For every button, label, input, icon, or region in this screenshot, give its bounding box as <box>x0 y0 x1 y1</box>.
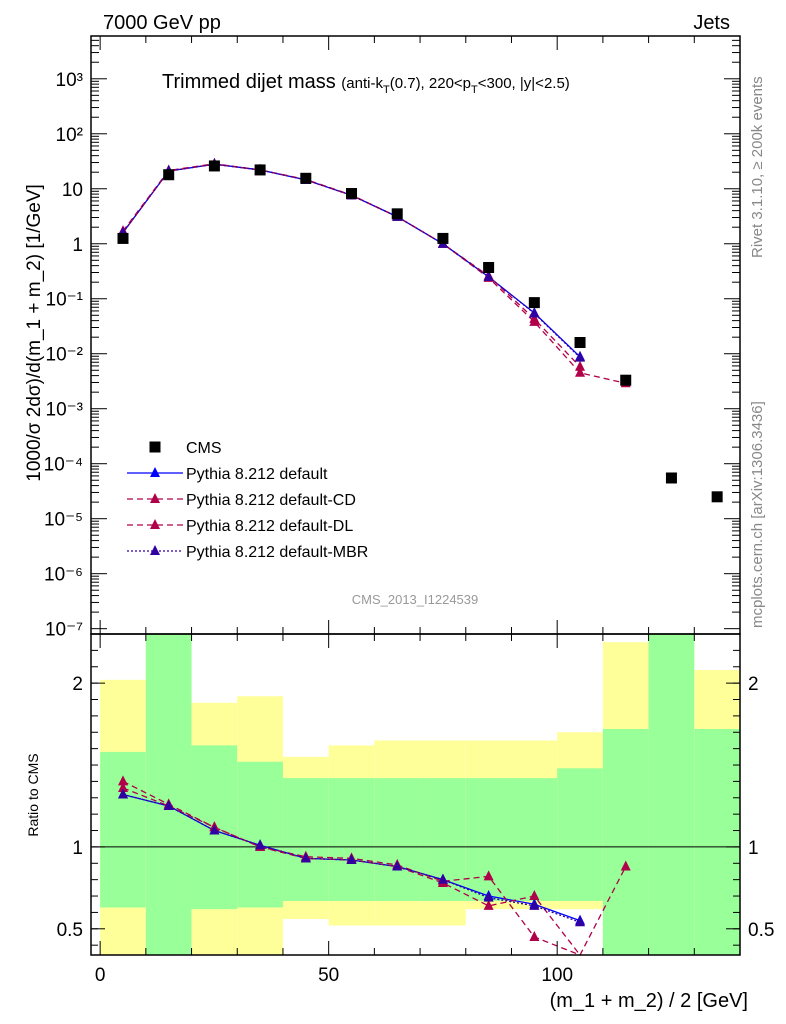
cms-data-point <box>117 232 129 244</box>
band-inner-bin <box>100 751 146 908</box>
legend-entry: Pythia 8.212 default-DL <box>186 518 353 535</box>
band-inner-bin <box>328 778 375 901</box>
main-y-label: 1000/σ 2dσ)/d(m_1 + m_2) [1/GeV] <box>24 184 45 482</box>
side-label-top: Rivet 3.1.10, ≥ 200k events <box>749 76 766 258</box>
mc-point <box>575 351 586 362</box>
legend: CMS Pythia 8.212 default Pythia 8.212 defa… <box>127 440 368 561</box>
main-y-tick-label: 10² <box>56 125 83 146</box>
main-panel: 10⁻⁷ 10⁻⁶ 10⁻⁵ 10⁻⁴ 10⁻³ 10⁻² 10⁻¹ 1 10 10² 10³ <box>44 35 741 641</box>
ratio-point <box>529 930 540 941</box>
ratio-point <box>163 799 174 810</box>
main-y-tick-label: 10⁻⁷ <box>45 620 83 641</box>
ratio-point <box>209 824 220 835</box>
band-inner-bin <box>465 778 512 901</box>
main-y-tick-label: 10⁻⁶ <box>44 565 83 586</box>
ratio-y-tick-label: 2 <box>72 674 83 695</box>
band-inner-bin <box>648 634 695 955</box>
main-y-tick-label: 1 <box>72 235 83 256</box>
legend-entry: Pythia 8.212 default-MBR <box>186 544 368 561</box>
mc-point <box>575 366 586 377</box>
ratio-y-tick-label: 1 <box>748 838 759 859</box>
mc-series-line <box>122 163 626 384</box>
header-right: Jets <box>693 12 730 34</box>
cms-data-point <box>254 164 266 176</box>
main-y-tick-label: 10⁻¹ <box>46 290 84 311</box>
ratio-point <box>437 873 448 884</box>
ratio-point <box>483 899 494 910</box>
ratio-point <box>483 891 494 902</box>
legend-marker <box>150 545 160 555</box>
analysis-watermark: CMS_2013_I1224539 <box>352 592 479 607</box>
main-y-tick-label: 10⁻³ <box>46 400 84 421</box>
cms-data-point <box>437 232 449 244</box>
header-left: 7000 GeV pp <box>103 12 221 34</box>
ratio-point <box>483 870 494 881</box>
mc-point <box>529 307 540 318</box>
legend-entry: Pythia 8.212 default-CD <box>186 492 356 509</box>
mc-point <box>483 270 494 281</box>
legend-entry: Pythia 8.212 default <box>186 466 328 483</box>
ratio-point <box>392 860 403 871</box>
ratio-y-tick-label: 2 <box>748 674 759 695</box>
band-inner-bin <box>602 728 649 955</box>
x-tick-label: 0 <box>95 965 106 986</box>
legend-marker <box>150 493 160 503</box>
ratio-panel: 0.5 0.5 1 1 2 2 0 50 100 <box>57 633 774 986</box>
legend-marker-cms <box>149 441 161 453</box>
ratio-point <box>117 781 128 792</box>
cms-data-point <box>483 261 495 273</box>
ratio-point <box>255 839 266 850</box>
x-tick-label: 100 <box>541 965 573 986</box>
cms-data-point <box>574 337 586 349</box>
main-y-tick-label: 10⁻² <box>46 345 84 366</box>
ratio-point <box>575 916 586 927</box>
ratio-point <box>529 899 540 910</box>
legend-entry: CMS <box>186 440 222 457</box>
mc-point <box>529 312 540 323</box>
chart-title: Trimmed dijet mass (anti-kT(0.7), 220<pT… <box>162 71 570 96</box>
cms-data-point <box>711 491 723 503</box>
ratio-y-label: Ratio to CMS <box>25 753 41 836</box>
ratio-point <box>117 788 128 799</box>
band-inner-bin <box>511 778 558 901</box>
side-label-bottom: mcplots.cern.ch [arXiv:1306.3436] <box>749 401 766 628</box>
cms-data-point <box>391 208 403 220</box>
mc-point <box>575 360 586 371</box>
ratio-point <box>529 890 540 901</box>
cms-data-point <box>163 169 175 181</box>
band-inner-bin <box>694 728 740 955</box>
band-inner-bin <box>374 778 421 901</box>
band-inner-bin <box>557 768 603 901</box>
main-y-tick-label: 10⁻⁵ <box>44 510 83 531</box>
legend-marker <box>150 467 160 477</box>
ratio-point <box>346 854 357 865</box>
main-y-tick-label: 10 <box>62 180 83 201</box>
cms-data-point <box>346 188 358 200</box>
cms-data-point <box>208 160 220 172</box>
ratio-y-tick-label: 0.5 <box>748 920 774 941</box>
ratio-point <box>620 860 631 871</box>
main-frame <box>90 35 741 635</box>
main-y-tick-label: 10⁻⁴ <box>44 455 83 476</box>
x-axis-label: (m_1 + m_2) / 2 [GeV] <box>550 990 748 1012</box>
ratio-point <box>117 775 128 786</box>
cms-data-point <box>528 297 540 309</box>
legend-marker <box>150 519 160 529</box>
x-tick-label: 50 <box>318 965 339 986</box>
ratio-y-tick-label: 1 <box>72 838 83 859</box>
cms-data-point <box>620 374 632 386</box>
cms-data-point <box>665 472 677 484</box>
ratio-y-tick-label: 0.5 <box>57 920 83 941</box>
ratio-point <box>300 852 311 863</box>
cms-data-point <box>300 172 312 184</box>
main-y-tick-label: 10³ <box>56 70 83 91</box>
band-inner-bin <box>145 634 192 955</box>
band-inner-bin <box>282 778 329 901</box>
band-inner-bin <box>237 761 283 908</box>
